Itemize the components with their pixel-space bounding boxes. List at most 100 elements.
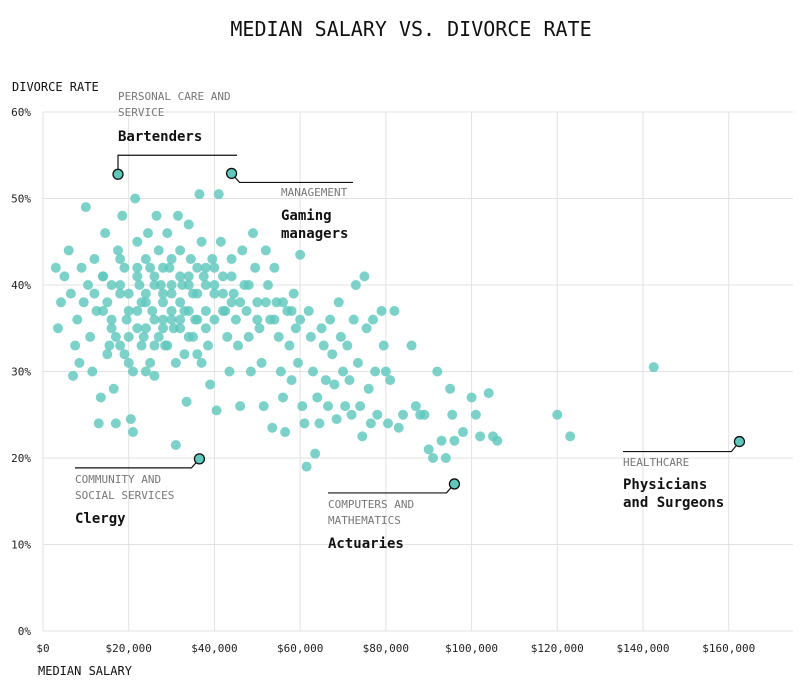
data-point: [406, 340, 417, 351]
data-point: [218, 271, 228, 282]
data-point: [323, 401, 333, 412]
data-point: [173, 210, 183, 221]
data-point: [222, 331, 233, 342]
data-point: [123, 357, 134, 368]
data-point: [104, 340, 115, 351]
data-point: [273, 331, 284, 342]
data-point: [260, 245, 271, 256]
data-point: [320, 375, 331, 386]
data-point: [209, 262, 220, 273]
data-point: [329, 379, 340, 390]
data-point: [175, 323, 186, 334]
data-point: [359, 271, 370, 282]
data-point: [183, 331, 194, 342]
data-point: [565, 431, 576, 442]
data-point: [207, 254, 218, 265]
y-tick-label: 0%: [18, 625, 32, 638]
data-point: [158, 262, 168, 273]
data-point: [192, 262, 203, 273]
data-point: [63, 245, 74, 256]
grid: [42, 111, 793, 632]
data-point: [106, 323, 117, 334]
data-point: [166, 314, 177, 325]
data-point: [179, 349, 190, 360]
data-point: [284, 340, 295, 351]
data-point: [286, 375, 297, 386]
data-point: [226, 271, 237, 282]
data-point: [194, 189, 205, 200]
data-point: [121, 314, 132, 325]
data-point: [449, 435, 460, 446]
data-point: [228, 288, 239, 299]
data-point: [200, 280, 211, 290]
x-tick-label: $80,000: [363, 642, 409, 655]
data-point: [80, 202, 91, 213]
data-point: [68, 370, 78, 381]
data-point: [648, 362, 659, 373]
data-point: [140, 323, 151, 334]
data-point: [209, 280, 220, 290]
data-point: [138, 331, 149, 342]
data-point: [183, 280, 194, 290]
data-point: [149, 314, 160, 325]
x-tick-label: $100,000: [445, 642, 498, 655]
data-point: [470, 409, 481, 420]
data-point: [196, 357, 207, 368]
clergy-leader-line: [75, 458, 200, 469]
x-tick-label: $160,000: [702, 642, 755, 655]
bartenders-category: PERSONAL CARE AND: [118, 90, 231, 103]
data-point: [245, 366, 256, 377]
data-point: [74, 357, 85, 368]
chart-title: MEDIAN SALARY VS. DIVORCE RATE: [230, 17, 591, 41]
data-point: [183, 219, 194, 230]
actuaries-point: [448, 478, 461, 490]
data-point: [175, 297, 186, 308]
data-point: [102, 297, 113, 308]
data-point: [147, 305, 158, 316]
data-point: [252, 314, 263, 325]
data-point: [183, 271, 194, 282]
data-point: [492, 435, 503, 446]
data-point: [209, 288, 220, 299]
data-point: [312, 392, 323, 403]
data-point: [153, 331, 164, 342]
data-point: [250, 262, 261, 273]
gaming-managers-label: managers: [281, 226, 348, 242]
data-point: [368, 314, 378, 325]
data-point: [123, 305, 134, 316]
actuaries-leader-line: [328, 483, 455, 494]
data-point: [353, 357, 363, 368]
data-point: [269, 262, 280, 273]
y-tick-label: 10%: [11, 539, 31, 552]
data-point: [290, 323, 301, 334]
data-point: [361, 323, 372, 334]
data-point: [130, 193, 141, 204]
data-point: [380, 366, 391, 377]
data-point: [344, 375, 355, 386]
physicians-and-surgeons-point: [733, 435, 746, 448]
data-point: [132, 236, 143, 247]
data-point: [166, 280, 177, 290]
y-tick-label: 60%: [11, 106, 31, 119]
data-point: [357, 431, 368, 442]
data-point: [226, 254, 237, 265]
data-point: [123, 288, 134, 299]
data-point: [166, 254, 177, 265]
data-point: [237, 245, 248, 256]
data-point: [166, 305, 177, 316]
data-point: [158, 323, 168, 334]
data-point: [110, 331, 121, 342]
data-point: [53, 323, 63, 334]
data-point: [263, 280, 273, 290]
data-point: [235, 401, 246, 412]
data-point: [140, 297, 151, 308]
data-point: [445, 383, 456, 394]
data-point: [89, 254, 100, 265]
data-point: [140, 254, 151, 265]
data-point: [151, 210, 162, 221]
data-point: [305, 331, 316, 342]
data-point: [200, 262, 211, 273]
data-point: [370, 366, 381, 377]
data-point: [83, 280, 93, 290]
